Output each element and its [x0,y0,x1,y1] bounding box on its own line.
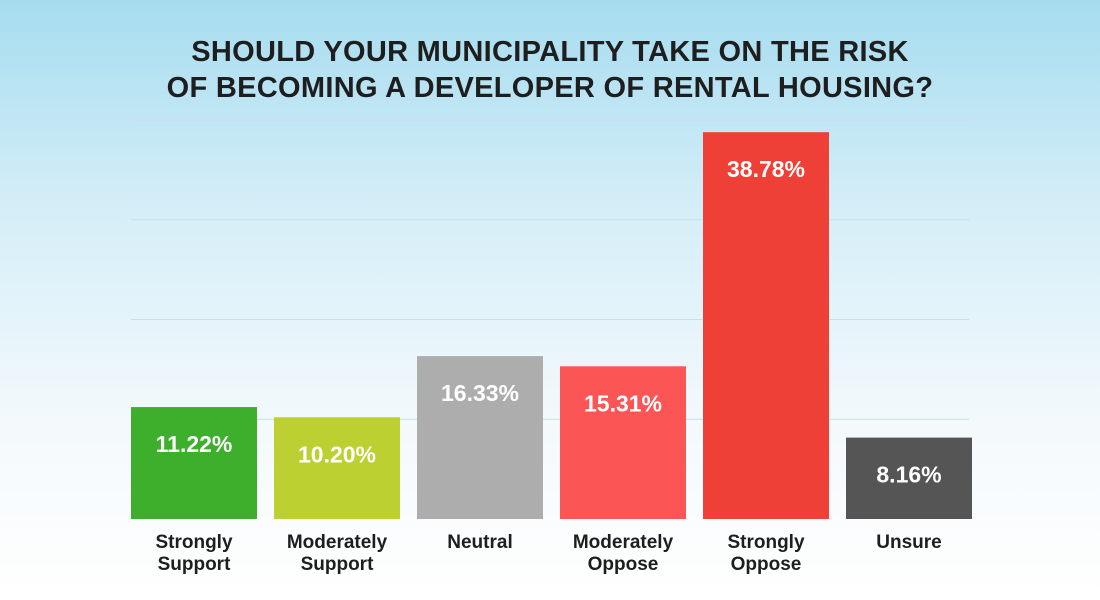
category-label-0-0: Strongly [155,532,232,553]
category-label-3-1: Oppose [588,554,659,575]
bar-value-label-2: 16.33% [441,380,519,406]
labels: 11.22%StronglySupport10.20%ModeratelySup… [155,156,941,575]
category-label-0-1: Support [158,554,231,575]
bar-value-label-5: 8.16% [876,462,941,488]
category-label-1-1: Support [301,554,374,575]
bar-0 [131,407,257,519]
category-label-1-0: Moderately [287,532,388,553]
chart-title-line-2: OF BECOMING A DEVELOPER OF RENTAL HOUSIN… [166,72,934,104]
chart-title: SHOULD YOUR MUNICIPALITY TAKE ON THE RIS… [0,34,1100,106]
bar-5 [846,437,972,519]
bar-4 [703,132,829,519]
category-label-4-1: Oppose [731,554,802,575]
gridlines [131,119,969,420]
category-label-3-0: Moderately [573,532,674,553]
bars [131,132,972,519]
category-label-2-0: Neutral [447,532,512,553]
bar-1 [274,417,400,519]
bar-value-label-1: 10.20% [298,441,376,467]
category-label-5-0: Unsure [876,532,941,553]
bar-3 [560,366,686,519]
chart-title-line-1: SHOULD YOUR MUNICIPALITY TAKE ON THE RIS… [191,36,909,68]
bar-2 [417,356,543,519]
bar-value-label-3: 15.31% [584,390,662,416]
bar-value-label-0: 11.22% [156,431,233,457]
bar-value-label-4: 38.78% [727,156,805,182]
category-label-4-0: Strongly [727,532,804,553]
